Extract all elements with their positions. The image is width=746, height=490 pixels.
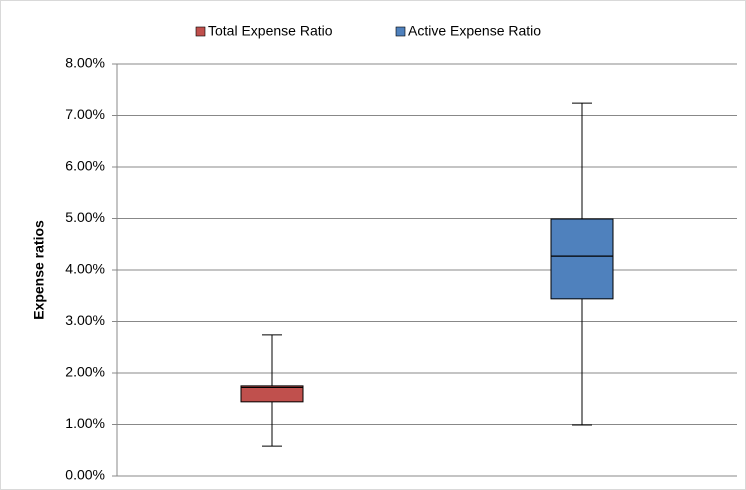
y-tick-label: 0.00% xyxy=(65,467,105,483)
legend-swatch xyxy=(195,26,206,37)
y-tick-label: 4.00% xyxy=(65,261,105,277)
legend-label: Active Expense Ratio xyxy=(408,23,541,39)
y-tick-label: 1.00% xyxy=(65,415,105,431)
y-tick-label: 8.00% xyxy=(65,55,105,71)
y-tick-label: 5.00% xyxy=(65,209,105,225)
legend-label: Total Expense Ratio xyxy=(208,23,333,39)
box xyxy=(550,218,614,300)
y-axis-title: Expense ratios xyxy=(31,220,47,320)
y-tick-label: 6.00% xyxy=(65,158,105,174)
y-tick-label: 2.00% xyxy=(65,364,105,380)
y-tick-label: 7.00% xyxy=(65,106,105,122)
legend-swatch xyxy=(395,26,406,37)
y-tick-label: 3.00% xyxy=(65,312,105,328)
box xyxy=(240,385,304,403)
